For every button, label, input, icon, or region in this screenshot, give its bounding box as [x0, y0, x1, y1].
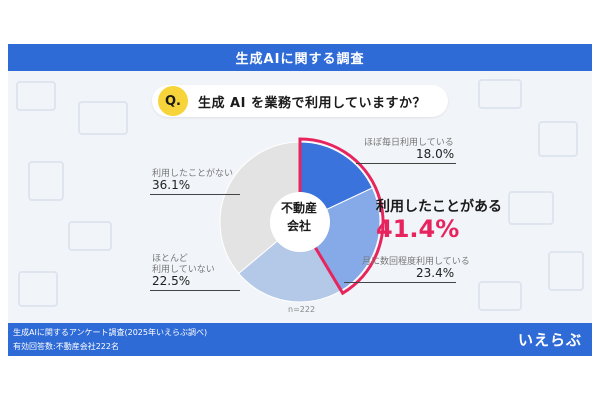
leader-line-monthly	[344, 282, 456, 283]
sample-size: n=222	[288, 305, 316, 314]
background-doodle	[548, 251, 584, 291]
slice-value-rarely: 22.5%	[152, 274, 191, 288]
background-doodle	[508, 191, 554, 225]
background-doodle	[538, 121, 578, 157]
slice-label-rarely-line1: ほとんど	[152, 254, 188, 264]
background-doodle	[28, 161, 64, 201]
chart-center-hole	[270, 192, 330, 252]
slice-label-daily: ほぼ毎日利用している	[364, 138, 454, 148]
highlight-outline	[298, 137, 385, 296]
background-doodle	[478, 79, 522, 109]
pie-slice-never	[219, 141, 301, 275]
background-doodle	[78, 101, 128, 135]
footer-bar: 生成AIに関するアンケート調査(2025年いえらぶ調べ) 有効回答数:不動産会社…	[8, 323, 592, 356]
slice-label-never: 利用したことがない	[152, 169, 234, 179]
chart-center-label: 不動産 会社	[268, 199, 330, 243]
center-label-line1: 不動産	[280, 201, 317, 215]
slice-label-monthly: 月に数回程度利用している	[362, 257, 470, 267]
slice-label-rarely-line2: 利用していない	[152, 265, 215, 275]
background-doodle	[68, 221, 112, 251]
leader-line-daily	[356, 163, 456, 164]
slice-value-daily: 18.0%	[416, 147, 455, 161]
question-pill: Q. 生成 AI を業務で利用していますか？	[152, 85, 448, 117]
center-label-line2: 会社	[286, 219, 311, 233]
title-bar: 生成AIに関する調査	[8, 44, 592, 71]
page-title: 生成AIに関する調査	[235, 52, 365, 67]
pie-slice-rarely	[237, 221, 342, 303]
footer-respondents: 有効回答数:不動産会社222名	[13, 342, 119, 351]
question-badge: Q.	[158, 86, 188, 116]
leader-line-rarely	[150, 290, 240, 291]
highlight-label: 利用したことがある	[376, 199, 502, 215]
highlight-value: 41.4%	[376, 215, 460, 243]
leader-line-never	[150, 194, 240, 195]
brand-logo: いえらぶ	[517, 331, 582, 349]
background-doodle	[16, 81, 56, 111]
background-doodle	[18, 271, 58, 307]
background-doodle	[478, 281, 522, 311]
question-text: 生成 AI を業務で利用していますか？	[198, 95, 427, 111]
slice-value-monthly: 23.4%	[416, 266, 455, 280]
slice-value-never: 36.1%	[152, 178, 191, 192]
footer-source: 生成AIに関するアンケート調査(2025年いえらぶ調べ)	[13, 328, 208, 337]
